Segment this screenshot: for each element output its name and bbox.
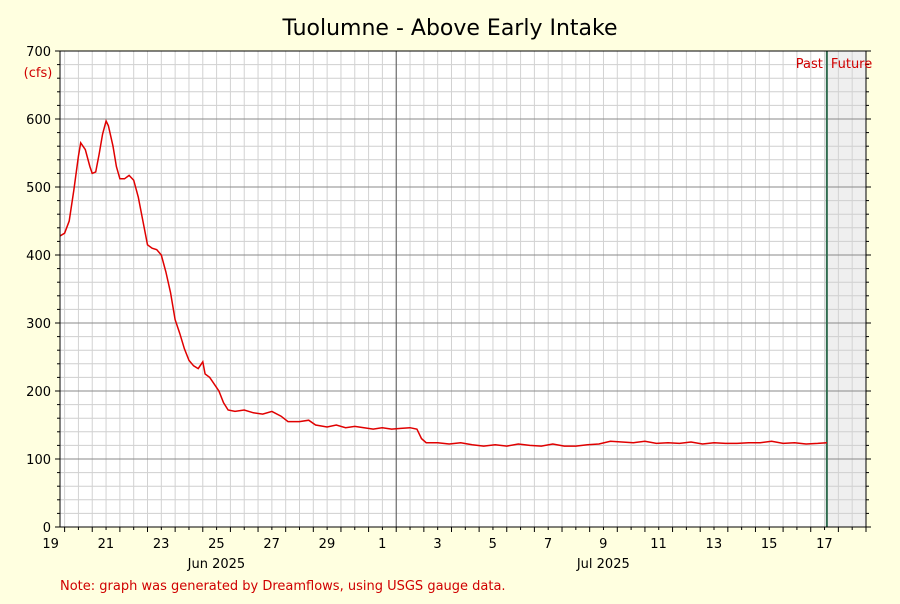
- y-tick-label: 600: [26, 113, 51, 128]
- y-tick-label: 0: [43, 521, 51, 536]
- x-tick-label: 21: [98, 537, 115, 552]
- future-label: Future: [831, 57, 872, 72]
- month-label: Jun 2025: [187, 557, 246, 572]
- minor-gridlines: [60, 51, 867, 527]
- month-label: Jul 2025: [576, 557, 630, 572]
- x-tick-label: 1: [378, 537, 386, 552]
- footnote: Note: graph was generated by Dreamflows,…: [60, 579, 506, 594]
- x-tick-label: 11: [650, 537, 667, 552]
- y-tick-label: 500: [26, 181, 51, 196]
- x-tick-label: 17: [816, 537, 833, 552]
- y-tick-label: 200: [26, 385, 51, 400]
- past-label: Past: [796, 57, 823, 72]
- x-axis-ticks: 19 21 23 25 27 29 1 3 5 7 9 11 13 15 17: [42, 527, 867, 552]
- x-tick-label: 13: [706, 537, 723, 552]
- x-tick-label: 23: [153, 537, 170, 552]
- y-tick-label: 700: [26, 45, 51, 60]
- y-tick-label: 400: [26, 249, 51, 264]
- series-line-flow: [59, 118, 827, 447]
- x-tick-label: 3: [433, 537, 441, 552]
- x-tick-label: 25: [208, 537, 225, 552]
- x-tick-label: 19: [42, 537, 59, 552]
- y-tick-label: 100: [26, 453, 51, 468]
- future-region: [826, 51, 866, 527]
- y-axis-ticks: 0 100 200 300 400 500 600 700: [26, 45, 871, 536]
- plot-area: [60, 51, 866, 527]
- month-labels: Jun 2025 Jul 2025: [187, 557, 630, 572]
- y-tick-label: 300: [26, 317, 51, 332]
- x-tick-label: 27: [263, 537, 280, 552]
- x-tick-label: 9: [599, 537, 607, 552]
- x-tick-label: 29: [319, 537, 336, 552]
- x-tick-label: 5: [489, 537, 497, 552]
- y-axis-label: (cfs): [24, 66, 53, 81]
- x-tick-label: 7: [544, 537, 552, 552]
- chart-title: Tuolumne - Above Early Intake: [282, 16, 618, 41]
- x-tick-label: 15: [761, 537, 778, 552]
- plot-frame: [59, 50, 867, 528]
